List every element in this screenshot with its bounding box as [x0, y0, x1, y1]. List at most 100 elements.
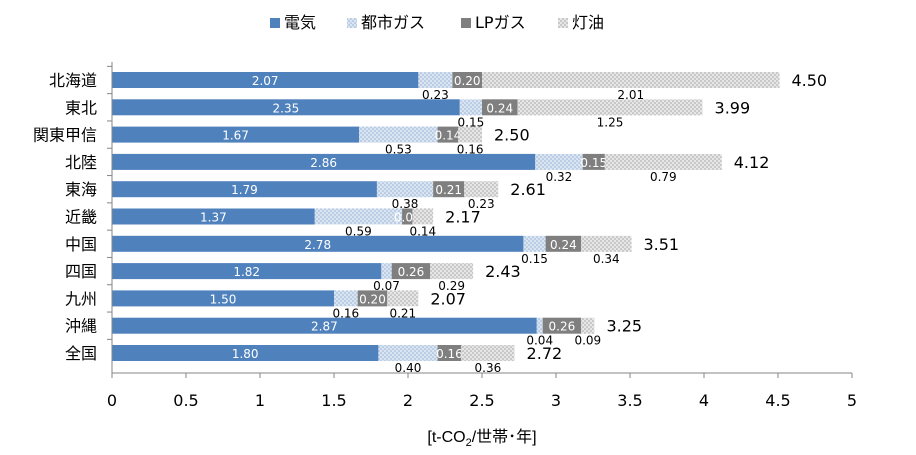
- data-label-lp-gas: 0.24: [486, 101, 513, 115]
- bar-segment-electricity: [112, 126, 360, 143]
- category-label: 沖縄: [65, 317, 97, 336]
- x-tick-label: 3: [551, 391, 561, 410]
- bar-segment-lp-gas: [402, 208, 413, 225]
- data-label-kerosene: 0.29: [438, 279, 465, 293]
- bar-segment-electricity: [112, 208, 315, 225]
- data-label-electricity: 1.37: [200, 211, 227, 225]
- data-label-city-gas: 0.16: [332, 306, 359, 320]
- bar-segment-lp-gas: [482, 99, 518, 116]
- total-label: 2.50: [494, 126, 530, 145]
- category-label: 北陸: [65, 153, 97, 172]
- category-label: 近畿: [65, 208, 97, 227]
- bar-segment-city-gas: [535, 153, 583, 170]
- bar-segment-lp-gas: [545, 235, 582, 252]
- bar-segment-kerosene: [387, 290, 419, 307]
- data-label-city-gas: 0.07: [373, 279, 400, 293]
- category-label: 東海: [65, 180, 97, 199]
- bar-segment-electricity: [112, 235, 524, 252]
- category-label: 東北: [65, 98, 97, 117]
- data-label-city-gas: 0.59: [345, 225, 372, 239]
- bar-segment-electricity: [112, 153, 536, 170]
- category-label: 九州: [65, 289, 97, 308]
- bar-segment-lp-gas: [582, 153, 605, 170]
- data-label-lp-gas: 0.15: [580, 156, 607, 170]
- bar-segment-kerosene: [581, 235, 632, 252]
- bar-segment-kerosene: [604, 153, 722, 170]
- bar-segment-city-gas: [381, 263, 392, 280]
- data-label-kerosene: 0.34: [593, 252, 620, 266]
- legend-swatch-kerosene: [558, 18, 568, 28]
- data-label-lp-gas: 0.24: [550, 238, 577, 252]
- x-tick-label: 5: [847, 391, 857, 410]
- category-label: 全国: [65, 344, 97, 363]
- data-label-electricity: 2.86: [310, 156, 337, 170]
- legend-swatch-lp-gas: [461, 18, 471, 28]
- data-label-kerosene: 1.25: [597, 115, 624, 129]
- data-label-electricity: 1.79: [231, 183, 258, 197]
- bar-segment-lp-gas: [542, 317, 582, 334]
- total-label: 3.51: [643, 235, 679, 254]
- data-label-lp-gas: 0.20: [359, 292, 386, 306]
- total-label: 3.25: [606, 317, 642, 336]
- total-label: 2.43: [485, 262, 521, 281]
- x-tick-label: 0: [107, 391, 117, 410]
- data-label-electricity: 1.50: [210, 292, 237, 306]
- data-label-kerosene: 0.79: [650, 170, 677, 184]
- data-label-kerosene: 0.23: [468, 197, 495, 211]
- data-label-electricity: 1.67: [222, 129, 249, 143]
- bar-segment-lp-gas: [433, 181, 465, 198]
- bar-segment-city-gas: [418, 72, 453, 88]
- data-label-electricity: 2.35: [273, 101, 300, 115]
- x-tick-label: 1.5: [321, 391, 346, 410]
- bar-segment-electricity: [112, 345, 379, 361]
- bar-segment-kerosene: [517, 99, 703, 116]
- data-label-electricity: 2.07: [252, 74, 279, 88]
- bar-segment-lp-gas: [437, 126, 459, 143]
- bar-segment-city-gas: [314, 208, 403, 225]
- data-label-city-gas: 0.40: [395, 361, 422, 375]
- data-label-electricity: 2.87: [311, 320, 338, 334]
- category-label: 北海道: [49, 71, 97, 90]
- data-label-city-gas: 0.04: [526, 334, 553, 348]
- category-label: 四国: [65, 262, 97, 281]
- bar-segment-kerosene: [412, 208, 434, 225]
- x-tick-label: 2: [403, 391, 413, 410]
- bar-segment-electricity: [112, 99, 460, 116]
- bar-segment-kerosene: [430, 263, 474, 280]
- bar-segment-electricity: [112, 317, 537, 334]
- bar-segment-city-gas: [536, 317, 543, 334]
- legend-label-city-gas: 都市ガス: [361, 13, 425, 32]
- bar-segment-kerosene: [581, 317, 595, 334]
- data-label-electricity: 2.78: [304, 238, 331, 252]
- data-label-lp-gas: 0.20: [454, 74, 481, 88]
- bar-segment-lp-gas: [452, 72, 482, 88]
- legend: 電気 都市ガス LPガス 灯油: [270, 13, 604, 32]
- data-label-lp-gas: 0.16: [436, 347, 463, 361]
- data-label-city-gas: 0.53: [385, 143, 412, 157]
- axes: 0 0.5 1 1.5 2 2.5 3 3.5 4 4.5 5: [107, 62, 857, 410]
- data-label-lp-gas: 0.26: [398, 265, 425, 279]
- total-label: 3.99: [715, 98, 751, 117]
- legend-swatch-electricity: [270, 18, 280, 28]
- x-tick-label: 2.5: [469, 391, 494, 410]
- legend-swatch-city-gas: [347, 18, 357, 28]
- x-tick-label: 1: [255, 391, 265, 410]
- data-label-lp-gas: 0.26: [549, 320, 576, 334]
- bar-segment-lp-gas: [391, 263, 431, 280]
- bar-segment-lp-gas: [437, 345, 462, 361]
- category-label: 関東甲信: [33, 126, 97, 145]
- data-label-kerosene: 0.09: [574, 334, 601, 348]
- bar-segment-city-gas: [376, 181, 434, 198]
- bar-segment-kerosene: [482, 72, 780, 88]
- data-label-kerosene: 2.01: [617, 88, 644, 102]
- data-label-kerosene: 0.21: [389, 306, 416, 320]
- bar-segment-kerosene: [461, 345, 515, 361]
- data-label-city-gas: 0.15: [521, 252, 548, 266]
- bar-segment-kerosene: [464, 181, 499, 198]
- bar-segment-city-gas: [334, 290, 358, 307]
- legend-label-kerosene: 灯油: [572, 13, 604, 32]
- legend-label-electricity: 電気: [284, 13, 316, 32]
- total-label: 2.61: [510, 180, 546, 199]
- bar-segment-kerosene: [458, 126, 482, 143]
- bar-segment-electricity: [112, 263, 382, 280]
